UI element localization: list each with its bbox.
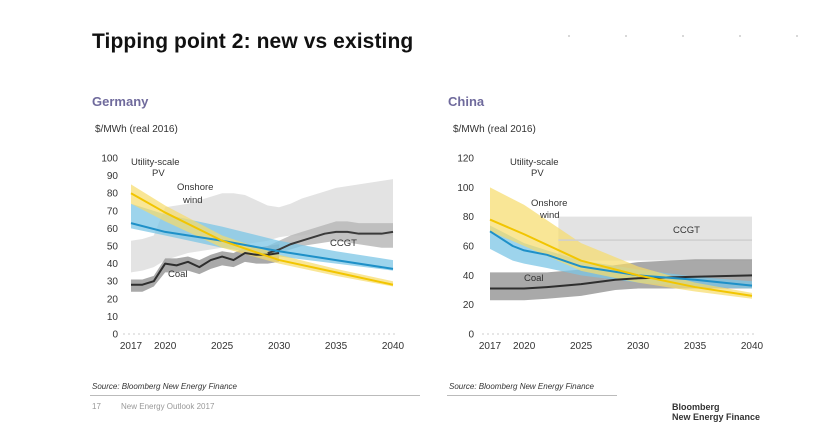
decorative-dots	[560, 35, 810, 43]
logo-line-2: New Energy Finance	[672, 412, 761, 422]
y-tick-label: 60	[107, 224, 119, 235]
series-label: Onshore	[531, 198, 567, 209]
x-tick-label: 2020	[154, 341, 177, 352]
pv-range-band	[131, 184, 393, 287]
y-tick-label: 80	[463, 212, 475, 223]
y-tick-label: 120	[457, 154, 474, 165]
china-chart-title: China	[448, 94, 485, 109]
y-tick-label: 60	[463, 242, 475, 253]
x-tick-label: 2040	[741, 341, 764, 352]
series-label: PV	[531, 168, 544, 179]
onshore-wind-range-band	[131, 203, 393, 271]
series-label: wind	[182, 195, 203, 206]
y-tick-label: 30	[107, 277, 119, 288]
pv-line	[489, 218, 753, 297]
y-tick-label: 40	[107, 259, 119, 270]
x-tick-label: 2040	[382, 341, 405, 352]
divider	[90, 395, 420, 396]
series-label: CCGT	[673, 225, 700, 236]
y-tick-label: 0	[112, 330, 118, 341]
series-label: wind	[539, 210, 560, 221]
series-label: PV	[152, 168, 165, 179]
x-tick-label: 2035	[684, 341, 707, 352]
x-tick-label: 2020	[513, 341, 536, 352]
coal-range-band	[131, 244, 280, 292]
x-tick-label: 2017	[479, 341, 502, 352]
y-tick-label: 10	[107, 312, 119, 323]
divider	[447, 395, 617, 396]
ccgt-range-band	[558, 216, 752, 261]
logo-line-1: Bloomberg	[672, 402, 720, 412]
coal-line	[131, 252, 280, 286]
y-tick-label: 100	[101, 154, 118, 165]
series-label: Onshore	[177, 182, 213, 193]
pv-line	[130, 192, 394, 286]
y-tick-label: 50	[107, 242, 119, 253]
x-tick-label: 2035	[325, 341, 348, 352]
page-number: 17	[92, 402, 101, 411]
series-label: CCGT	[330, 238, 357, 249]
x-tick-label: 2030	[627, 341, 650, 352]
germany-source: Source: Bloomberg New Energy Finance	[92, 382, 237, 391]
y-tick-label: 90	[107, 171, 119, 182]
series-label: Utility-scale	[510, 157, 559, 168]
ccgt-line	[267, 230, 394, 254]
x-tick-label: 2025	[570, 341, 593, 352]
x-tick-label: 2025	[211, 341, 234, 352]
onshore-wind-line	[130, 222, 394, 270]
footer-text: New Energy Outlook 2017	[121, 402, 215, 411]
series-label: Coal	[524, 273, 544, 284]
slide-title: Tipping point 2: new vs existing	[92, 30, 414, 53]
coal-line	[490, 274, 753, 290]
series-label: Coal	[168, 269, 188, 280]
germany-unit-label: $/MWh (real 2016)	[95, 124, 178, 135]
bnef-logo: Bloomberg New Energy Finance	[672, 402, 760, 422]
china-unit-label: $/MWh (real 2016)	[453, 124, 536, 135]
x-tick-label: 2030	[268, 341, 291, 352]
series-label: Utility-scale	[131, 157, 180, 168]
y-tick-label: 0	[468, 330, 474, 341]
y-tick-label: 100	[457, 183, 474, 194]
ccgt-range-band	[131, 179, 393, 273]
germany-chart-title: Germany	[92, 94, 149, 109]
china-source: Source: Bloomberg New Energy Finance	[449, 382, 594, 391]
y-tick-label: 70	[107, 206, 119, 217]
y-tick-label: 40	[463, 271, 475, 282]
y-tick-label: 80	[107, 189, 119, 200]
y-tick-label: 20	[107, 294, 119, 305]
y-tick-label: 20	[463, 300, 475, 311]
x-tick-label: 2017	[120, 341, 143, 352]
onshore-wind-line	[489, 230, 753, 287]
